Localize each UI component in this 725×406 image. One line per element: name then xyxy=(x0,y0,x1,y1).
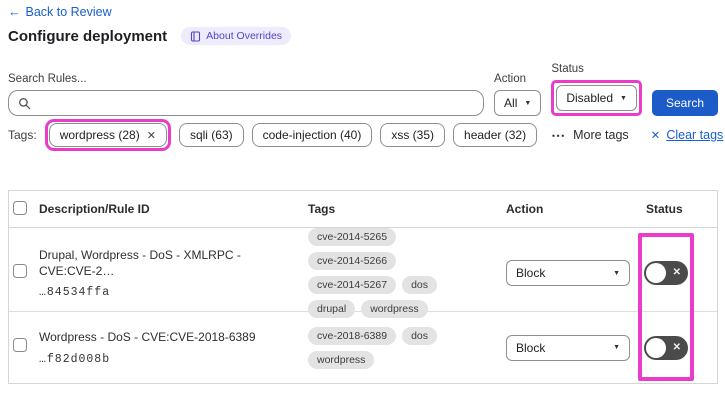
rule-tag: drupal xyxy=(308,300,356,318)
rule-tag: cve-2014-5265 xyxy=(308,228,397,246)
search-rules-label: Search Rules... xyxy=(8,73,87,85)
filter-bar: Search Rules... Action All ▼ Status Disa… xyxy=(8,63,718,116)
x-icon: ✕ xyxy=(650,130,661,142)
action-select[interactable]: Block ▼ xyxy=(506,334,630,361)
rule-tag: dos xyxy=(402,276,437,294)
status-filter-label: Status xyxy=(551,63,584,75)
about-overrides-badge[interactable]: About Overrides xyxy=(181,27,292,45)
rule-description: Wordpress - DoS - CVE:CVE-2018-6389 xyxy=(39,330,256,345)
status-toggle[interactable]: ✕ xyxy=(644,261,688,285)
chevron-down-icon: ▼ xyxy=(524,99,532,107)
rule-description: Drupal, Wordpress - DoS - XMLRPC - CVE:C… xyxy=(39,247,241,278)
action-filter-value: All xyxy=(504,96,518,110)
badge-label: About Overrides xyxy=(206,30,283,42)
chevron-down-icon: ▼ xyxy=(613,269,620,277)
column-header-tags: Tags xyxy=(308,202,336,216)
remove-tag-icon[interactable]: ✕ xyxy=(146,129,156,142)
rule-tag-list: cve-2018-6389 dos wordpress xyxy=(308,326,502,369)
table-header-row: Description/Rule ID Tags Action Status xyxy=(9,191,717,228)
rule-tag: wordpress xyxy=(308,350,375,369)
action-select[interactable]: Block ▼ xyxy=(506,260,630,286)
x-icon: ✕ xyxy=(672,267,681,279)
column-header-status: Status xyxy=(646,202,683,216)
ellipsis-icon: ⋯ xyxy=(551,126,567,143)
status-filter-value: Disabled xyxy=(566,91,614,105)
tag-chip[interactable]: sqli (63) xyxy=(178,123,244,147)
action-filter-label: Action xyxy=(494,73,527,85)
rule-tag: cve-2014-5266 xyxy=(308,252,397,270)
chevron-down-icon: ▼ xyxy=(613,344,620,351)
action-value: Block xyxy=(516,340,546,355)
table-row: Wordpress - DoS - CVE:CVE-2018-6389 …f82… xyxy=(9,312,717,383)
page-header: Configure deployment About Overrides xyxy=(8,27,292,45)
status-filter-select[interactable]: Disabled ▼ xyxy=(556,85,637,111)
rule-tag-list: cve-2014-5265 cve-2014-5266 cve-2014-5267 d… xyxy=(308,228,502,318)
book-icon xyxy=(191,30,201,42)
back-arrow-icon: ← xyxy=(8,5,21,19)
tags-label: Tags: xyxy=(8,128,37,142)
tag-chip[interactable]: header (32) xyxy=(453,123,538,147)
tag-chip[interactable]: xss (35) xyxy=(380,123,446,147)
rules-table-body: Drupal, Wordpress - DoS - XMLRPC - CVE:C… xyxy=(9,228,717,383)
selected-tag-label: wordpress (28) xyxy=(59,128,140,142)
action-filter-select[interactable]: All ▼ xyxy=(494,90,542,116)
back-to-review-link[interactable]: ← Back to Review xyxy=(8,5,112,19)
action-value: Block xyxy=(516,266,546,280)
tag-chip[interactable]: code-injection (40) xyxy=(251,123,373,147)
column-header-action: Action xyxy=(506,202,544,216)
tag-chip-wordpress[interactable]: wordpress (28) ✕ xyxy=(48,123,167,147)
status-toggle[interactable]: ✕ xyxy=(644,335,688,360)
chevron-down-icon: ▼ xyxy=(620,94,627,102)
rules-table: Description/Rule ID Tags Action Status D… xyxy=(8,190,718,384)
toggle-knob xyxy=(646,337,666,358)
rule-tag: cve-2018-6389 xyxy=(308,326,397,345)
row-checkbox[interactable] xyxy=(13,338,27,352)
selected-tag-highlight: wordpress (28) ✕ xyxy=(44,119,171,151)
row-checkbox[interactable] xyxy=(13,263,27,278)
x-icon: ✕ xyxy=(672,341,681,353)
column-header-description: Description/Rule ID xyxy=(39,202,150,216)
tags-bar: Tags: wordpress (28) ✕ sqli (63) code-inj… xyxy=(8,119,723,151)
search-input[interactable] xyxy=(8,90,485,116)
tag-chip-list: sqli (63) code-injection (40) xss (35) head… xyxy=(178,123,538,147)
select-all-checkbox[interactable] xyxy=(13,200,27,215)
toggle-knob xyxy=(646,263,666,283)
search-icon xyxy=(19,97,31,109)
clear-tags-button[interactable]: ✕ Clear tags xyxy=(651,128,724,142)
table-row: Drupal, Wordpress - DoS - XMLRPC - CVE:C… xyxy=(9,228,717,318)
page-title: Configure deployment xyxy=(8,27,168,45)
search-button[interactable]: Search xyxy=(651,90,718,116)
rule-tag: cve-2014-5267 xyxy=(308,276,397,294)
back-link-label: Back to Review xyxy=(25,5,112,19)
clear-tags-label: Clear tags xyxy=(666,128,724,142)
rule-tag: wordpress xyxy=(361,300,428,318)
status-filter-highlight: Disabled ▼ xyxy=(551,80,642,116)
rule-tag: dos xyxy=(402,326,437,345)
more-tags-button[interactable]: ⋯ More tags xyxy=(551,127,629,144)
rule-id: …84534ffa xyxy=(39,286,111,300)
more-tags-label: More tags xyxy=(573,128,629,142)
rule-id: …f82d008b xyxy=(39,352,111,366)
